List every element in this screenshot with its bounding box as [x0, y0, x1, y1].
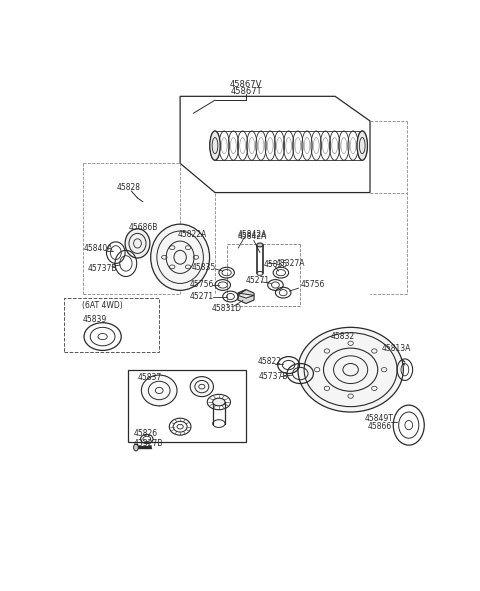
Text: 45826: 45826 — [133, 429, 158, 438]
Polygon shape — [238, 290, 254, 303]
Text: 45271: 45271 — [246, 276, 270, 285]
Text: 45867V: 45867V — [230, 80, 262, 89]
Ellipse shape — [210, 131, 220, 160]
Text: 45849T: 45849T — [365, 414, 394, 424]
Text: 45835: 45835 — [191, 263, 216, 272]
Text: 45822A: 45822A — [177, 230, 206, 239]
Text: 45831D: 45831D — [212, 304, 241, 313]
Text: 45756: 45756 — [190, 281, 214, 290]
Text: 45822: 45822 — [257, 358, 281, 366]
Ellipse shape — [142, 375, 177, 406]
Ellipse shape — [213, 398, 225, 406]
Ellipse shape — [357, 131, 368, 160]
Text: 45756: 45756 — [300, 281, 324, 290]
Ellipse shape — [151, 224, 210, 290]
Text: (6AT 4WD): (6AT 4WD) — [82, 301, 123, 310]
Ellipse shape — [257, 243, 263, 247]
Text: 45828: 45828 — [116, 183, 140, 193]
Text: 45840A: 45840A — [83, 243, 113, 252]
Text: 45837: 45837 — [137, 373, 162, 382]
Text: 45737B: 45737B — [258, 372, 288, 381]
Text: 45813A: 45813A — [382, 343, 411, 353]
Ellipse shape — [298, 327, 403, 412]
Text: 45867T: 45867T — [230, 87, 262, 96]
Text: 43327B: 43327B — [133, 439, 163, 448]
Polygon shape — [238, 290, 254, 298]
Text: 45842A: 45842A — [238, 232, 267, 241]
Text: 43327A: 43327A — [276, 259, 305, 268]
Text: 45835: 45835 — [264, 261, 288, 269]
Text: 45866: 45866 — [367, 422, 391, 431]
Ellipse shape — [190, 376, 214, 397]
Text: 45686B: 45686B — [129, 223, 158, 232]
Text: 45842A: 45842A — [238, 230, 267, 239]
Text: 45271: 45271 — [190, 292, 214, 301]
Text: 45839: 45839 — [83, 315, 107, 324]
Text: 45737B: 45737B — [88, 264, 118, 272]
Ellipse shape — [133, 444, 138, 451]
Ellipse shape — [125, 229, 150, 258]
Text: 45832: 45832 — [331, 332, 355, 341]
